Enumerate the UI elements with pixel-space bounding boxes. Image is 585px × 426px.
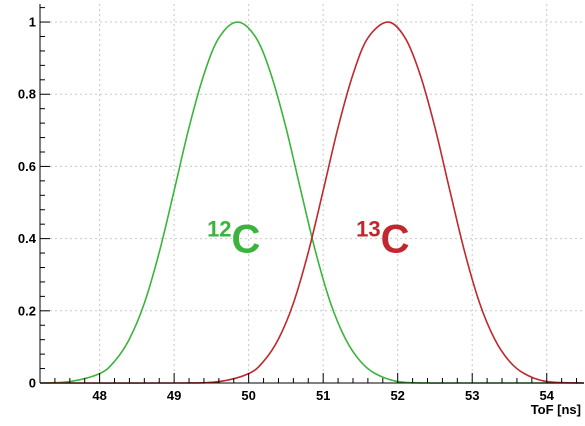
axes: [39, 4, 584, 384]
x-tick-label: 49: [167, 388, 181, 403]
y-tick-label: 0.6: [18, 159, 36, 174]
x-tick-label: 54: [540, 388, 555, 403]
y-tick-label: 0.4: [18, 231, 37, 246]
isotope-label-2: 13C: [356, 217, 409, 262]
y-tick-label: 0.8: [18, 87, 36, 102]
isotope-mass-number: 12: [207, 217, 231, 242]
grid: [40, 4, 584, 383]
isotope-label-1: 12C: [207, 217, 260, 262]
isotope-symbol: C: [232, 218, 261, 262]
x-tick-label: 50: [241, 388, 255, 403]
y-tick-label: 0.2: [18, 303, 36, 318]
x-tick-label: 52: [390, 388, 404, 403]
series-line-1: [39, 21, 584, 384]
series-line-2: [39, 21, 585, 384]
tick-labels: 48 49 50 51 52 53 54 0 0.2 0.4 0.6 0.8 1: [18, 15, 555, 403]
x-tick-label: 51: [316, 388, 330, 403]
x-tick-label: 48: [92, 388, 106, 403]
isotope-symbol: C: [381, 218, 410, 262]
annotations: 12C 13C: [207, 217, 409, 262]
y-tick-label: 0: [29, 376, 36, 391]
data-series: [39, 21, 585, 384]
y-tick-label: 1: [29, 15, 36, 30]
x-axis-title: ToF [ns]: [531, 402, 581, 417]
x-tick-label: 53: [465, 388, 479, 403]
isotope-mass-number: 13: [356, 217, 380, 242]
